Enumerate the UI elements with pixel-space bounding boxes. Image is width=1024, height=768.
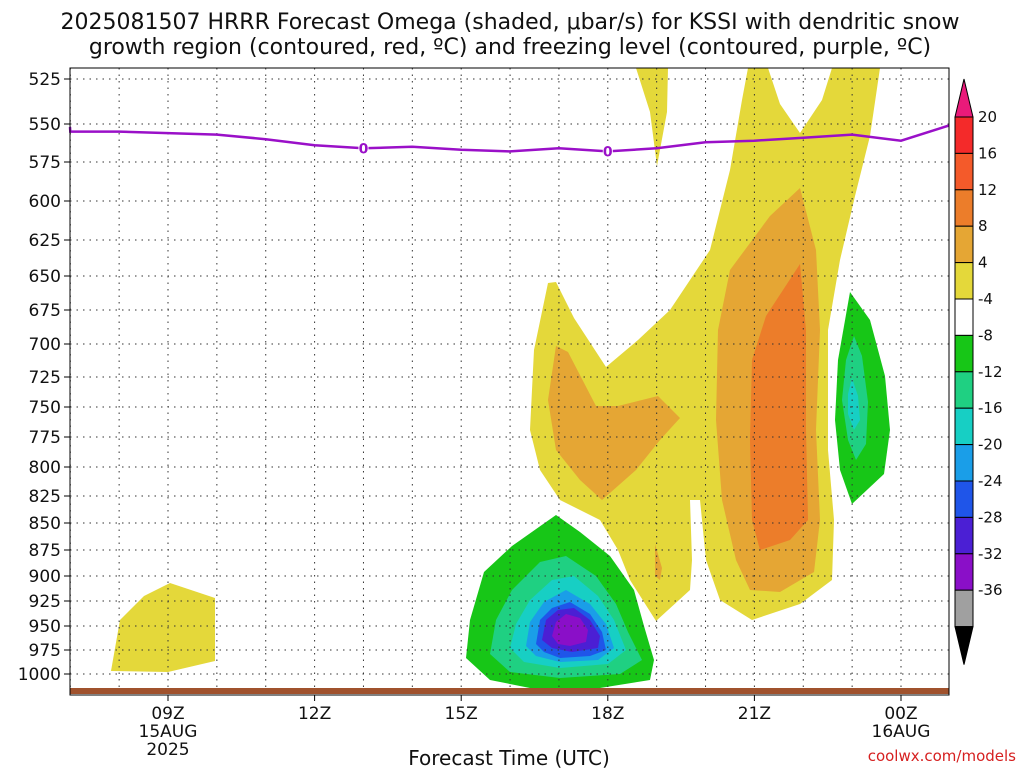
y-tick-label: 675 [29,301,61,321]
colorbar-label: 16 [978,144,997,162]
colorbar-label: -16 [978,399,1003,417]
colorbar-swatch [954,589,974,628]
omega-region-ascent-upper-18z [636,68,668,166]
colorbar-label: 20 [978,108,997,126]
freezing-level-label-bg [358,140,369,157]
y-tick-label: 825 [29,487,61,507]
y-tick-label: 525 [29,70,61,90]
x-tick-label: 15AUG [139,722,198,742]
colorbar-swatch [954,298,974,336]
colorbar-swatch [954,152,974,191]
colorbar-swatch [954,444,974,482]
y-tick-label: 775 [29,428,61,448]
y-tick-label: 725 [29,368,61,388]
y-tick-label: 550 [29,115,61,135]
colorbar-label: -4 [978,290,993,308]
ground-strip [70,688,949,694]
chart-title-line2: growth region (contoured, red, ºC) and f… [89,35,931,60]
omega-region-ascent-sliver [655,544,662,580]
colorbar-top-arrow [954,78,974,118]
colorbar-swatch [954,262,974,300]
colorbar-label: 12 [978,181,997,199]
y-tick-label: 750 [29,398,61,418]
omega-region-descent-low-28 [552,614,588,646]
y-tick-label: 950 [29,617,61,637]
y-tick-label: 625 [29,231,61,251]
x-tick-label: 21Z [738,704,771,724]
colorbar-label: -20 [978,436,1003,454]
colorbar-label: -32 [978,545,1003,563]
y-tick-label: 975 [29,641,61,661]
colorbar-label: -8 [978,326,993,344]
x-tick-label: 16AUG [872,722,931,742]
x-tick-label: 12Z [298,704,331,724]
y-axis: 525 550 575 600 625 650 675 700 725 750 775 800 825 8… [18,70,70,685]
y-tick-label: 1000 [18,665,61,685]
y-tick-label: 700 [29,335,61,355]
chart-title-line1: 2025081507 HRRR Forecast Omega (shaded, … [60,10,959,35]
freezing-level-line [68,124,950,153]
colorbar-swatch [954,553,974,591]
colorbar-label: -12 [978,363,1003,381]
colorbar-swatch [954,116,974,154]
y-tick-label: 875 [29,541,61,561]
x-axis-label: Forecast Time (UTC) [408,746,610,768]
colorbar-label: 8 [978,217,988,235]
y-tick-label: 650 [29,267,61,287]
x-tick-label: 2025 [146,740,189,760]
plot-frame [69,67,950,696]
colorbar-swatch [954,189,974,227]
colorbar-label: -28 [978,508,1003,526]
omega-region-ascent-09z [111,583,215,672]
colorbar-swatch [954,480,974,518]
y-tick-label: 600 [29,192,61,212]
colorbar-label: -36 [978,581,1003,599]
y-tick-label: 800 [29,458,61,478]
colorbar-label: 4 [978,254,988,272]
omega-region-ascent-left-8 [548,346,680,500]
colorbar-swatch [954,407,974,446]
x-tick-label: 09Z [151,704,184,724]
x-tick-label: 18Z [591,704,624,724]
credit-text: coolwx.com/models [868,747,1016,765]
y-tick-label: 850 [29,514,61,534]
freezing-level-label-bg [602,143,613,160]
y-tick-label: 925 [29,592,61,612]
colorbar-swatch [954,371,974,409]
freezing-level-label: 0 [359,141,369,157]
colorbar-swatch [954,334,974,373]
freezing-level-label: 0 [603,144,613,160]
x-tick-label: 00Z [884,704,917,724]
y-tick-label: 900 [29,567,61,587]
colorbar-swatch [954,516,974,555]
omega-region-descent-23z-12 [848,378,860,430]
y-tick-label: 575 [29,153,61,173]
x-tick-label: 15Z [445,704,478,724]
colorbar-bottom-arrow [954,626,974,665]
colorbar-swatch [954,225,974,264]
colorbar-label: -24 [978,472,1003,490]
colorbar: 20 16 12 8 4 -4 -8 -12 -16 -20 -24 -28 -32 -36 [954,78,1003,665]
